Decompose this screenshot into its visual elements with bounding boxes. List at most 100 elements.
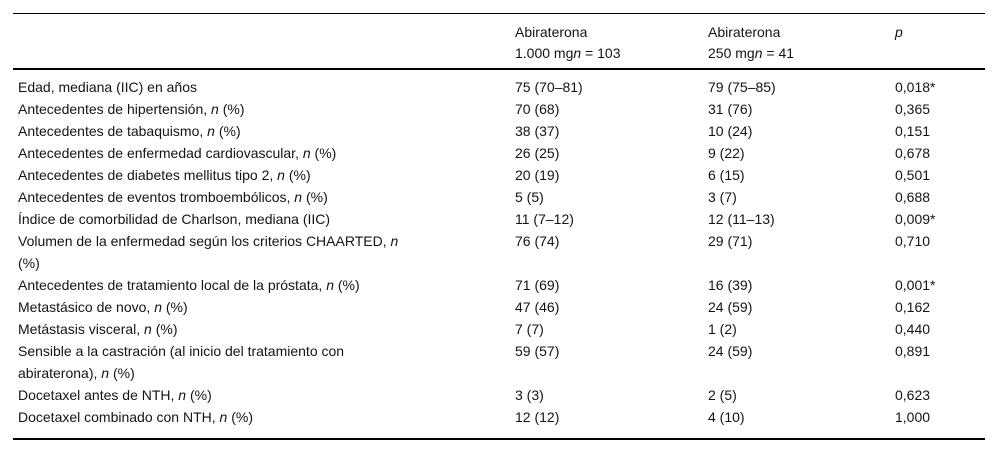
- text-segment: Abiraterona: [708, 24, 781, 40]
- text-segment: (%): [161, 299, 188, 315]
- italic-text: n: [101, 365, 110, 381]
- italic-text: n: [302, 145, 311, 161]
- value-cell-abiraterone-1000: 7 (7): [515, 321, 544, 337]
- text-segment: (%): [214, 123, 241, 139]
- row-label-cell: Volumen de la enfermedad según los crite…: [13, 230, 510, 274]
- row-label-cell: Edad, mediana (IIC) en años: [13, 69, 510, 98]
- p-value-cell: 0,688: [895, 189, 931, 205]
- table-row: Docetaxel combinado con NTH, n (%) 12 (12…: [13, 406, 985, 439]
- text-segment: (%): [310, 145, 337, 161]
- value-cell-abiraterone-1000: 47 (46): [515, 299, 560, 315]
- text-segment: Edad, mediana (IIC) en años: [18, 79, 197, 95]
- italic-text: n: [326, 277, 334, 293]
- row-label-cell: Docetaxel combinado con NTH, n (%): [13, 406, 510, 439]
- header-cell-abiraterone-1000: Abiraterona 1.000 mgn = 103: [510, 13, 703, 70]
- table-row: Antecedentes de diabetes mellitus tipo 2…: [13, 164, 985, 186]
- value-cell-abiraterone-1000: 12 (12): [515, 409, 560, 425]
- text-segment: (%): [18, 255, 40, 271]
- text-segment: (%): [334, 277, 360, 293]
- header-cell-abiraterone-250: Abiraterona 250 mgn = 41: [703, 13, 890, 70]
- text-segment: Metástasis visceral,: [18, 321, 145, 337]
- text-segment: (%): [186, 387, 212, 403]
- text-segment: (%): [109, 365, 135, 381]
- row-label-cell: Antecedentes de eventos tromboembólicos,…: [13, 186, 510, 208]
- italic-text: n: [207, 123, 215, 139]
- text-segment: Metastásico de novo,: [18, 299, 155, 315]
- row-label-cell: Índice de comorbilidad de Charlson, medi…: [13, 208, 510, 230]
- text-segment: Antecedentes de enfermedad cardiovascula…: [18, 145, 303, 161]
- text-segment: abiraterona),: [18, 365, 102, 381]
- value-cell-abiraterone-1000: 3 (3): [515, 387, 544, 403]
- text-segment: (%): [284, 167, 311, 183]
- text-segment: (%): [227, 409, 254, 425]
- table-row: Antecedentes de hipertensión, n (%) 70 (6…: [13, 98, 985, 120]
- italic-text: n: [277, 167, 285, 183]
- italic-text: n: [144, 321, 152, 337]
- value-cell-abiraterone-250: 9 (22): [708, 145, 745, 161]
- table-row: Docetaxel antes de NTH, n (%) 3 (3) 2 (5) 0…: [13, 384, 985, 406]
- p-value-cell: 0,678: [895, 145, 931, 161]
- row-label-cell: Antecedentes de hipertensión, n (%): [13, 98, 510, 120]
- p-value-cell: 0,501: [895, 167, 931, 183]
- value-cell-abiraterone-1000: 26 (25): [515, 145, 560, 161]
- text-segment: Docetaxel antes de NTH,: [18, 387, 179, 403]
- text-segment: Docetaxel combinado con NTH,: [18, 409, 220, 425]
- header-row: Abiraterona 1.000 mgn = 103 Abiraterona 25…: [13, 13, 985, 70]
- table-row: Antecedentes de tabaquismo, n (%) 38 (37)…: [13, 120, 985, 142]
- italic-text: n: [178, 387, 187, 403]
- table-row: Antecedentes de enfermedad cardiovascula…: [13, 142, 985, 164]
- italic-text: n: [390, 233, 399, 249]
- text-segment: (%): [151, 321, 178, 337]
- italic-text: n: [154, 299, 162, 315]
- text-segment: Sensible a la castración (al inicio del …: [18, 343, 345, 359]
- p-value-cell: 0,710: [895, 233, 931, 249]
- value-cell-abiraterone-1000: 75 (70–81): [515, 79, 583, 95]
- text-segment: Antecedentes de diabetes mellitus tipo 2…: [18, 167, 278, 183]
- paper-table-page: Abiraterona 1.000 mgn = 103 Abiraterona 25…: [0, 13, 1000, 455]
- text-segment: Antecedentes de tabaquismo,: [18, 123, 208, 139]
- value-cell-abiraterone-1000: 20 (19): [515, 167, 560, 183]
- row-label-cell: Antecedentes de tabaquismo, n (%): [13, 120, 510, 142]
- text-segment: 250 mg: [708, 45, 755, 61]
- value-cell-abiraterone-250: 24 (59): [708, 343, 753, 359]
- value-cell-abiraterone-1000: 59 (57): [515, 343, 560, 359]
- p-value-cell: 0,891: [895, 343, 931, 359]
- value-cell-abiraterone-1000: 11 (7–12): [515, 211, 574, 227]
- header-cell-characteristic: [13, 13, 510, 70]
- table-row: Sensible a la castración (al inicio del …: [13, 340, 985, 384]
- row-label-cell: Sensible a la castración (al inicio del …: [13, 340, 510, 384]
- text-segment: Abiraterona: [515, 24, 588, 40]
- p-value-cell: 0,151: [895, 123, 931, 139]
- text-segment: 1.000 mg: [515, 45, 574, 61]
- row-label-cell: Metástasis visceral, n (%): [13, 318, 510, 340]
- p-value-cell: 0,018*: [895, 79, 936, 95]
- p-value-cell: 0,623: [895, 387, 931, 403]
- value-cell-abiraterone-250: 79 (75–85): [708, 79, 776, 95]
- value-cell-abiraterone-1000: 71 (69): [515, 277, 560, 293]
- value-cell-abiraterone-250: 2 (5): [708, 387, 737, 403]
- italic-text: n: [573, 45, 582, 61]
- value-cell-abiraterone-250: 24 (59): [708, 299, 753, 315]
- table-row: Antecedentes de tratamiento local de la …: [13, 274, 985, 296]
- value-cell-abiraterone-250: 29 (71): [708, 233, 753, 249]
- text-segment: Antecedentes de hipertensión,: [18, 101, 212, 117]
- value-cell-abiraterone-250: 10 (24): [708, 123, 753, 139]
- text-segment: Antecedentes de tratamiento local de la …: [18, 277, 327, 293]
- table-row: Antecedentes de eventos tromboembólicos,…: [13, 186, 985, 208]
- value-cell-abiraterone-1000: 5 (5): [515, 189, 544, 205]
- row-label-cell: Antecedentes de enfermedad cardiovascula…: [13, 142, 510, 164]
- text-segment: Antecedentes de eventos tromboembólicos,: [18, 189, 295, 205]
- value-cell-abiraterone-250: 3 (7): [708, 189, 737, 205]
- value-cell-abiraterone-250: 12 (11–13): [708, 211, 775, 227]
- text-segment: = 41: [762, 45, 795, 61]
- p-value-cell: 0,009*: [895, 211, 936, 227]
- text-segment: Volumen de la enfermedad según los crite…: [18, 233, 391, 249]
- table-row: Metastásico de novo, n (%) 47 (46) 24 (59)…: [13, 296, 985, 318]
- table-body: Edad, mediana (IIC) en años 75 (70–81) 79 …: [13, 69, 985, 439]
- row-label-cell: Antecedentes de diabetes mellitus tipo 2…: [13, 164, 510, 186]
- p-value-cell: 0,162: [895, 299, 931, 315]
- value-cell-abiraterone-250: 31 (76): [708, 101, 753, 117]
- text-segment: (%): [302, 189, 328, 205]
- p-value-cell: 0,365: [895, 101, 931, 117]
- row-label-cell: Metastásico de novo, n (%): [13, 296, 510, 318]
